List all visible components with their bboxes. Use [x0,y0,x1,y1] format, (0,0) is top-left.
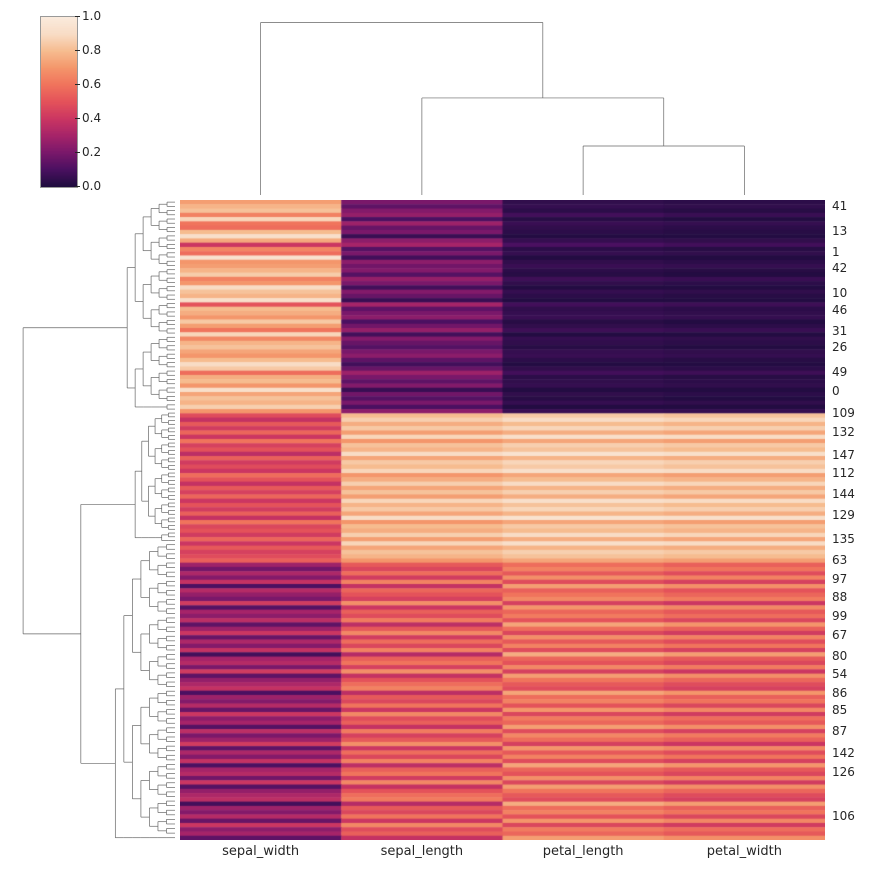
y-axis-label: 109 [832,406,855,420]
y-axis-label: 13 [832,224,847,238]
y-axis-label: 88 [832,590,847,604]
colorbar [40,16,78,188]
y-axis-label: 97 [832,572,847,586]
colorbar-tick: 0.6 [82,77,101,91]
y-axis-label: 85 [832,703,847,717]
heatmap [180,200,825,840]
y-axis-label: 49 [832,365,847,379]
y-axis-label: 86 [832,686,847,700]
y-axis-label: 142 [832,746,855,760]
colorbar-tick: 0.0 [82,179,101,193]
y-axis-label: 80 [832,649,847,663]
y-axis-label: 1 [832,245,840,259]
y-axis-label: 63 [832,553,847,567]
x-axis-labels: sepal_width sepal_length petal_length petal… [180,844,825,874]
y-axis-label: 132 [832,425,855,439]
y-axis-label: 42 [832,261,847,275]
clustermap-figure: 0.0 0.2 0.4 0.6 0.8 1.0 sepal_width sepal_leng… [0,0,885,887]
y-axis-label: 31 [832,324,847,338]
y-axis-label: 99 [832,609,847,623]
y-axis-label: 87 [832,724,847,738]
y-axis-label: 67 [832,628,847,642]
y-axis-label: 26 [832,340,847,354]
y-axis-label: 144 [832,487,855,501]
y-axis-label: 41 [832,199,847,213]
colorbar-tick: 0.8 [82,43,101,57]
y-axis-label: 135 [832,532,855,546]
y-axis-label: 147 [832,448,855,462]
y-axis-label: 0 [832,384,840,398]
x-axis-label: petal_width [707,844,782,859]
row-dendrogram [20,200,175,840]
y-axis-label: 106 [832,809,855,823]
y-axis-label: 46 [832,303,847,317]
y-axis-label: 112 [832,466,855,480]
colorbar-ticks: 0.0 0.2 0.4 0.6 0.8 1.0 [82,10,132,192]
colorbar-tick: 0.2 [82,145,101,159]
y-axis-label: 54 [832,667,847,681]
column-dendrogram [180,20,825,195]
x-axis-label: petal_length [543,844,624,859]
x-axis-label: sepal_length [381,844,464,859]
y-axis-label: 10 [832,286,847,300]
y-axis-label: 129 [832,508,855,522]
x-axis-label: sepal_width [222,844,299,859]
colorbar-tick: 1.0 [82,9,101,23]
colorbar-tick: 0.4 [82,111,101,125]
y-axis-labels: 4113142104631264901091321471121441291356… [832,200,882,840]
y-axis-label: 126 [832,765,855,779]
